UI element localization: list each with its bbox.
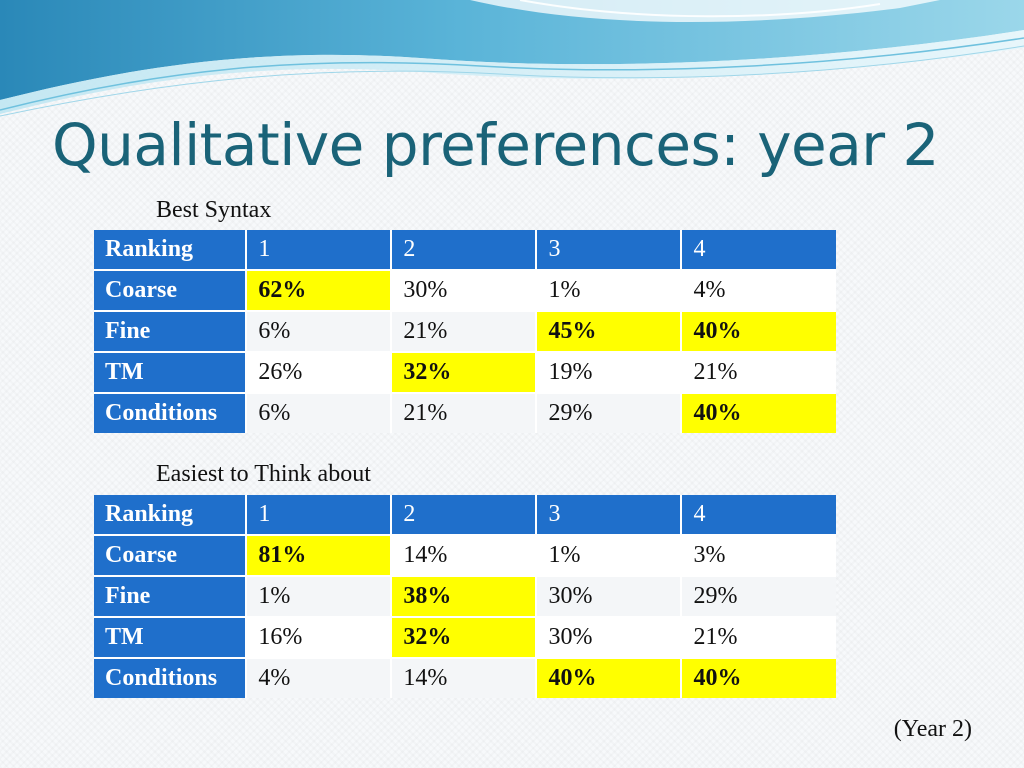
- value-cell: 30%: [536, 617, 683, 659]
- highlighted-value-cell: 45%: [536, 311, 683, 353]
- table-row: Coarse 62% 30% 1% 4%: [94, 270, 836, 312]
- value-cell: 16%: [246, 617, 393, 659]
- value-cell: 6%: [246, 311, 393, 353]
- highlighted-value-cell: 40%: [536, 658, 683, 698]
- row-label-conditions: Conditions: [94, 393, 248, 433]
- highlighted-value-cell: 40%: [681, 311, 836, 353]
- value-cell: 30%: [391, 270, 538, 312]
- header-rank-4: 4: [681, 495, 836, 536]
- table-row: Coarse 81% 14% 1% 3%: [94, 535, 836, 577]
- highlighted-value-cell: 32%: [391, 617, 538, 659]
- row-label-coarse: Coarse: [94, 270, 248, 312]
- value-cell: 14%: [391, 535, 538, 577]
- header-rank-3: 3: [536, 230, 683, 271]
- value-cell: 1%: [246, 576, 393, 618]
- footer-note: (Year 2): [893, 716, 972, 742]
- table-row: Conditions 4% 14% 40% 40%: [94, 658, 836, 698]
- value-cell: 29%: [536, 393, 683, 433]
- value-cell: 19%: [536, 352, 683, 394]
- value-cell: 14%: [391, 658, 538, 698]
- row-label-fine: Fine: [94, 576, 248, 618]
- highlighted-value-cell: 62%: [246, 270, 393, 312]
- row-label-tm: TM: [94, 352, 248, 394]
- best-syntax-table: Ranking 1 2 3 4 Coarse 62% 30% 1% 4% Fine 6% 21% 45% 4…: [94, 230, 836, 433]
- table-row: Fine 1% 38% 30% 29%: [94, 576, 836, 618]
- row-label-coarse: Coarse: [94, 535, 248, 577]
- highlighted-value-cell: 40%: [681, 393, 836, 433]
- table-row: Conditions 6% 21% 29% 40%: [94, 393, 836, 433]
- easiest-to-think-about-table: Ranking 1 2 3 4 Coarse 81% 14% 1% 3% Fine 1% 38% 30% 2…: [94, 495, 836, 698]
- header-rank-2: 2: [391, 230, 538, 271]
- table-header-row: Ranking 1 2 3 4: [94, 230, 836, 271]
- header-rank-2: 2: [391, 495, 538, 536]
- value-cell: 4%: [681, 270, 836, 312]
- highlighted-value-cell: 32%: [391, 352, 538, 394]
- table-row: TM 16% 32% 30% 21%: [94, 617, 836, 659]
- value-cell: 21%: [681, 352, 836, 394]
- highlighted-value-cell: 81%: [246, 535, 393, 577]
- value-cell: 21%: [391, 311, 538, 353]
- table-caption-best-syntax: Best Syntax: [156, 197, 272, 223]
- header-rank-4: 4: [681, 230, 836, 271]
- header-rank-1: 1: [246, 230, 393, 271]
- row-label-conditions: Conditions: [94, 658, 248, 698]
- table-caption-easiest-to-think-about: Easiest to Think about: [156, 461, 371, 487]
- table-row: TM 26% 32% 19% 21%: [94, 352, 836, 394]
- value-cell: 26%: [246, 352, 393, 394]
- highlighted-value-cell: 38%: [391, 576, 538, 618]
- row-label-fine: Fine: [94, 311, 248, 353]
- value-cell: 3%: [681, 535, 836, 577]
- highlighted-value-cell: 40%: [681, 658, 836, 698]
- header-ranking-label: Ranking: [94, 230, 248, 271]
- value-cell: 21%: [391, 393, 538, 433]
- row-label-tm: TM: [94, 617, 248, 659]
- table-header-row: Ranking 1 2 3 4: [94, 495, 836, 536]
- value-cell: 4%: [246, 658, 393, 698]
- value-cell: 1%: [536, 535, 683, 577]
- header-rank-3: 3: [536, 495, 683, 536]
- header-wave-decoration: [0, 0, 1024, 117]
- value-cell: 21%: [681, 617, 836, 659]
- slide-title: Qualitative preferences: year 2: [52, 111, 939, 179]
- value-cell: 30%: [536, 576, 683, 618]
- value-cell: 6%: [246, 393, 393, 433]
- header-ranking-label: Ranking: [94, 495, 248, 536]
- table-row: Fine 6% 21% 45% 40%: [94, 311, 836, 353]
- value-cell: 1%: [536, 270, 683, 312]
- header-rank-1: 1: [246, 495, 393, 536]
- value-cell: 29%: [681, 576, 836, 618]
